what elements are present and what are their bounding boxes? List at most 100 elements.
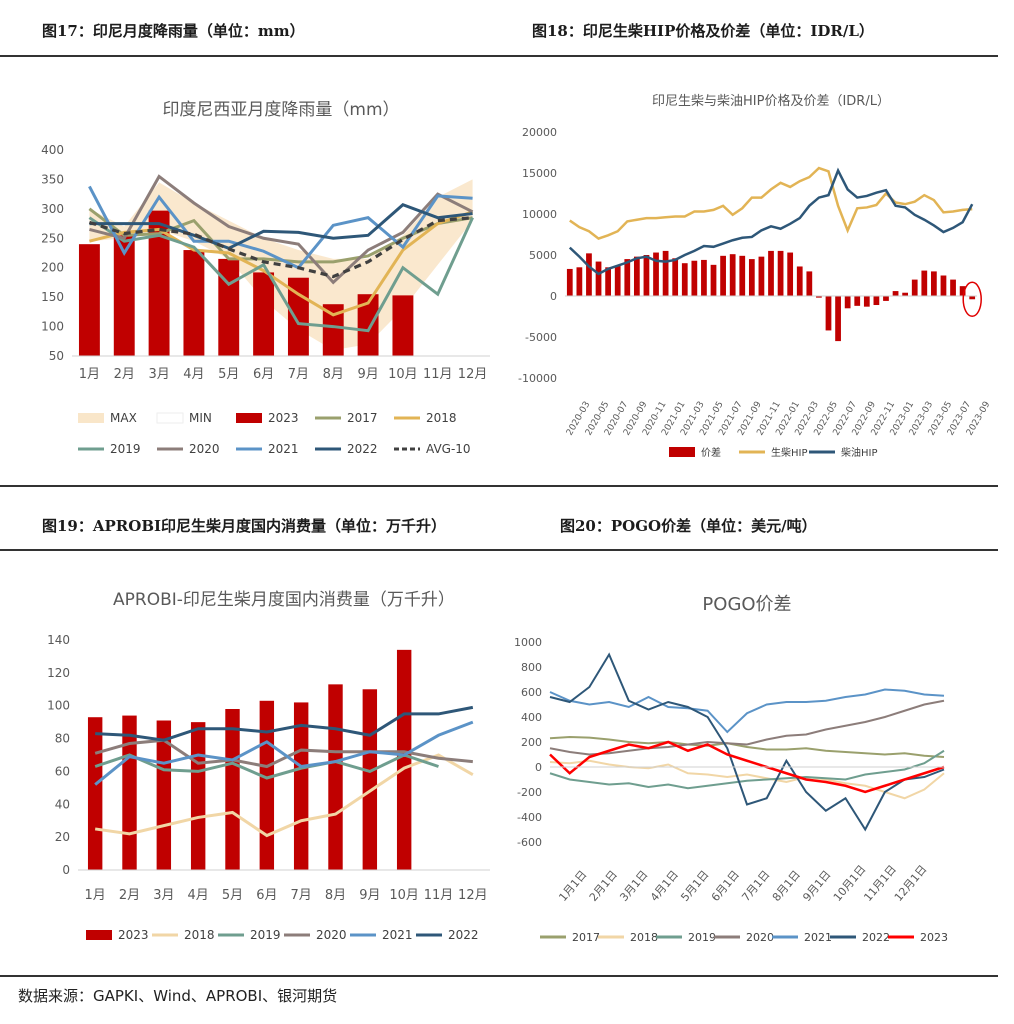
aprobi-ytick-label: 0 — [62, 863, 70, 877]
chart-title: 印度尼西亚月度降雨量（mm） — [162, 100, 399, 120]
bar-spread — [796, 266, 803, 296]
aprobi-legend-label: 2022 — [448, 928, 479, 942]
aprobi-ytick-label: 40 — [55, 797, 70, 811]
bar-2023 — [78, 244, 100, 356]
bar-2023 — [253, 272, 275, 356]
rain-legend-swatch — [78, 413, 104, 423]
pogo-xtick-label: 8月1日 — [770, 868, 803, 904]
rain-xtick-label: 12月 — [458, 367, 488, 382]
aprobi-legend-swatch — [86, 930, 112, 940]
pogo-ytick-label: 800 — [521, 661, 542, 674]
bar-spread — [931, 271, 937, 296]
pogo-xtick-label: 7月1日 — [739, 868, 772, 904]
bar-2023 — [293, 702, 309, 870]
bar-spread — [710, 264, 717, 296]
divider-mid1 — [0, 485, 998, 487]
bar-spread — [681, 263, 688, 296]
rain-xtick-label: 2月 — [114, 367, 135, 382]
rain-legend-label: 2022 — [347, 442, 378, 456]
bar-2023 — [322, 304, 344, 356]
aprobi-xtick-label: 7月 — [291, 888, 312, 903]
hip-legend-swatch — [669, 447, 695, 457]
aprobi-xtick-label: 11月 — [424, 888, 454, 903]
bar-spread — [595, 261, 602, 296]
bar-spread — [624, 259, 631, 296]
bar-spread — [883, 296, 889, 301]
aprobi-legend-label: 2020 — [316, 928, 347, 942]
bar-2023 — [183, 250, 205, 356]
pogo-xtick-label: 3月1日 — [617, 868, 650, 904]
rain-legend-label: MIN — [189, 411, 212, 425]
bar-spread — [739, 255, 746, 296]
rain-xtick-label: 10月 — [388, 367, 418, 382]
bar-2023 — [190, 722, 206, 870]
bar-2023 — [396, 649, 412, 870]
bar-spread — [806, 271, 813, 296]
bar-spread — [835, 296, 841, 342]
aprobi-ytick-label: 140 — [47, 633, 70, 647]
hip-legend-label: 生柴HIP — [771, 446, 808, 459]
pogo-legend-label: 2023 — [920, 931, 948, 944]
aprobi-ytick-label: 60 — [55, 764, 70, 778]
pogo-ytick-label: 400 — [521, 711, 542, 724]
aprobi-ytick-label: 20 — [55, 830, 70, 844]
bar-2023 — [218, 258, 240, 356]
hip-ytick-label: 20000 — [522, 126, 557, 139]
bar-spread — [777, 250, 784, 296]
bar-spread — [950, 279, 956, 296]
bar-spread — [940, 275, 947, 296]
bar-spread — [969, 296, 976, 300]
rainfall-chart: 印度尼西亚月度降雨量（mm） 50 100 150 200 250 300 350 400 1月 2… — [41, 100, 490, 456]
fig19-title: 图19：APROBI印尼生柴月度国内消费量（单位：万千升） — [42, 517, 447, 535]
rain-legend-label: MAX — [110, 411, 137, 425]
aprobi-xtick-label: 6月 — [256, 888, 277, 903]
pogo-legend-label: 2017 — [572, 931, 600, 944]
bar-2023 — [122, 715, 137, 870]
bar-spread — [854, 296, 861, 306]
rain-legend-swatch — [156, 412, 184, 424]
pogo-xtick-label: 4月1日 — [648, 868, 681, 904]
rain-xtick-label: 11月 — [423, 367, 453, 382]
aprobi-xtick-label: 10月 — [389, 888, 419, 903]
aprobi-xtick-label: 1月 — [85, 888, 106, 903]
pogo-xtick-label: 12月1日 — [892, 863, 930, 904]
aprobi-xtick-label: 3月 — [153, 888, 174, 903]
line-2022 — [89, 203, 473, 250]
hip-legend-label: 柴油HIP — [841, 446, 878, 459]
bar-spread — [816, 296, 822, 298]
rain-legend-label: 2017 — [347, 411, 378, 425]
rain-legend-swatch — [236, 413, 262, 423]
line-2022 — [95, 705, 474, 742]
rain-ytick-label: 400 — [41, 143, 64, 157]
rain-legend-label: 2019 — [110, 442, 141, 456]
bar-spread — [633, 256, 640, 296]
line-2017 — [549, 735, 945, 758]
line-diesel-hip — [568, 167, 974, 276]
aprobi-legend-label: 2019 — [250, 928, 281, 942]
aprobi-ytick-label: 80 — [55, 732, 70, 746]
line-2021 — [88, 185, 473, 270]
rain-legend-label: 2023 — [268, 411, 299, 425]
pogo-ytick-label: 200 — [521, 736, 542, 749]
rain-xtick-label: 6月 — [253, 367, 274, 382]
chart-title: APROBI-印尼生柴月度国内消费量（万千升） — [113, 590, 455, 610]
bar-spread — [576, 267, 583, 296]
bar-spread — [566, 268, 573, 296]
rain-xtick-label: 8月 — [323, 367, 344, 382]
bar-2023 — [148, 210, 170, 356]
pogo-xtick-label: 2月1日 — [587, 868, 620, 904]
hip-ytick-label: -10000 — [518, 372, 557, 385]
chart-title: POGO价差 — [702, 594, 791, 615]
aprobi-xtick-label: 9月 — [359, 888, 380, 903]
rain-xtick-label: 7月 — [288, 367, 309, 382]
aprobi-legend-label: 2021 — [382, 928, 413, 942]
bar-2023 — [156, 720, 172, 870]
pogo-ytick-label: -600 — [517, 836, 542, 849]
hip-ytick-label: 10000 — [522, 208, 557, 221]
pogo-ytick-label: 600 — [521, 686, 542, 699]
hip-chart: 印尼生柴与柴油HIP价格及价差（IDR/L） -10000 -5000 0 5000 10… — [518, 93, 993, 459]
bar-spread — [892, 291, 899, 296]
line-avg-10 — [88, 216, 473, 279]
pogo-ytick-label: -200 — [517, 786, 542, 799]
pogo-ytick-label: 1000 — [514, 636, 542, 649]
